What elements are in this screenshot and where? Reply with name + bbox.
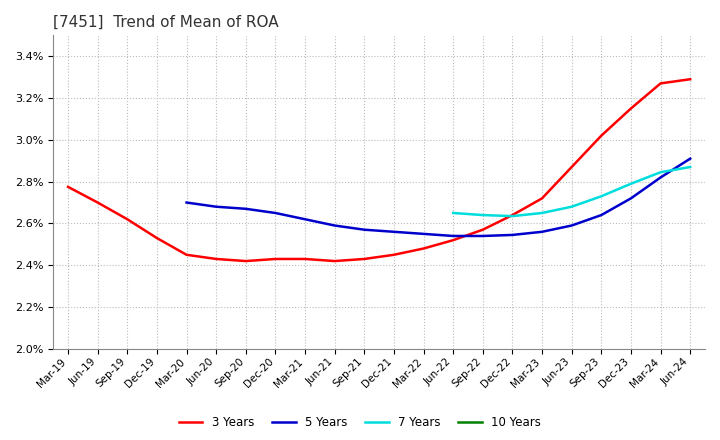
Text: [7451]  Trend of Mean of ROA: [7451] Trend of Mean of ROA xyxy=(53,15,279,30)
Legend: 3 Years, 5 Years, 7 Years, 10 Years: 3 Years, 5 Years, 7 Years, 10 Years xyxy=(174,412,546,434)
